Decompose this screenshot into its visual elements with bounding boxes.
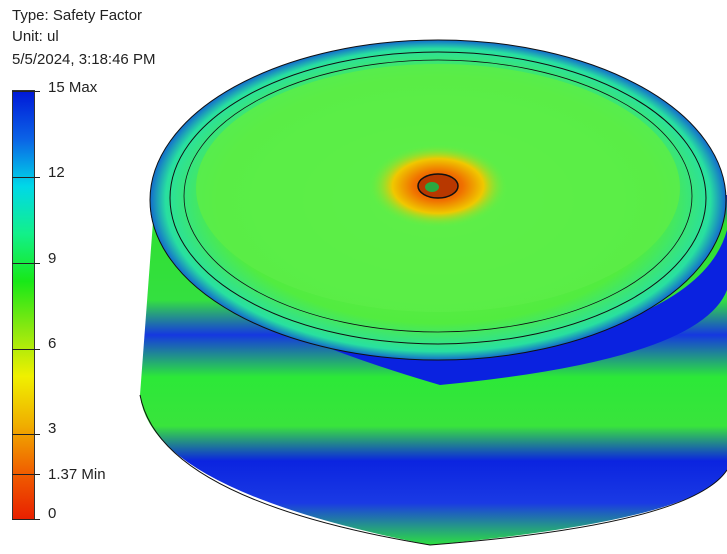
legend-tick-max	[12, 91, 40, 92]
legend-label-12: 12	[48, 164, 65, 181]
model-flange-band	[150, 205, 727, 385]
model-top-inner-edge-2	[183, 59, 693, 333]
legend-label-9: 9	[48, 250, 57, 267]
legend-tick-6	[12, 349, 40, 350]
legend-tick-9	[12, 263, 40, 264]
legend-tick-0	[12, 519, 40, 520]
legend-tick-3	[12, 434, 40, 435]
legend-label-0: 0	[48, 505, 57, 522]
legend-tick-min	[12, 474, 40, 475]
unit-label: Unit: ul	[12, 28, 59, 45]
model-top-inner-edge-1	[169, 51, 707, 345]
legend-tick-12	[12, 177, 40, 178]
legend-label-min: 1.37 Min	[48, 466, 106, 483]
result-type-label: Type: Safety Factor	[12, 7, 143, 24]
legend-label-3: 3	[48, 420, 57, 437]
timestamp-label: 5/5/2024, 3:18:46 PM	[12, 51, 156, 68]
model-center-hole-inner	[425, 182, 439, 192]
legend-label-6: 6	[48, 335, 57, 352]
legend-label-max: 15 Max	[48, 79, 98, 96]
model-bottom-edge	[139, 394, 727, 546]
